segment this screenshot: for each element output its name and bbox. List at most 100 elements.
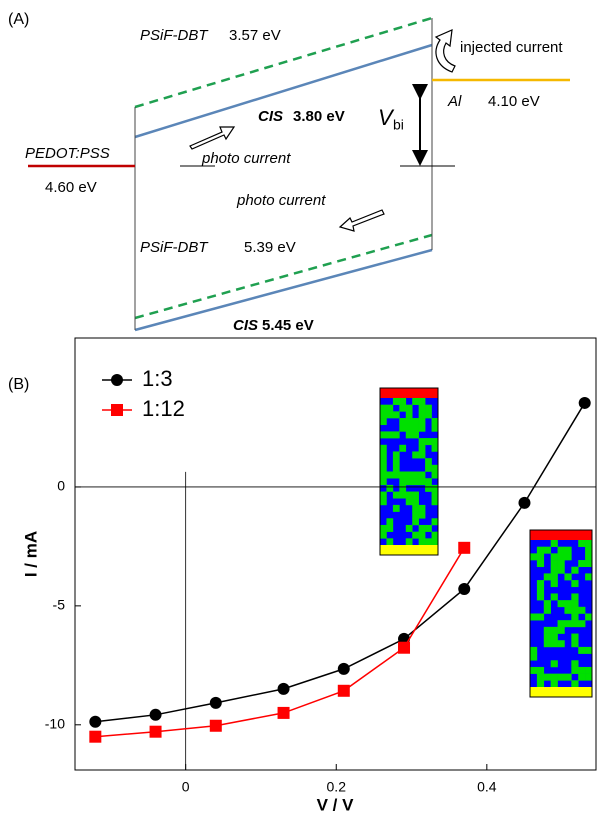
inset-cell: [392, 471, 400, 479]
inset-cell: [571, 680, 579, 688]
level-line: [134, 248, 433, 332]
inset-cell: [399, 444, 407, 452]
inset-cell: [412, 518, 419, 526]
material-label: PSiF-DBT: [140, 239, 209, 256]
y-tick-label: 0: [57, 478, 65, 494]
inset-cell: [412, 511, 419, 519]
inset-cell: [543, 673, 551, 681]
energy-diagram: (A) PSiF-DBT 3.57 eV CIS 3.80 eV Al 4.10…: [8, 11, 570, 334]
inset-cell: [557, 640, 565, 648]
energy-label: 5.45 eV: [262, 317, 314, 334]
marker: [337, 684, 350, 697]
inset-cell: [386, 431, 394, 439]
inset-cell: [380, 404, 387, 412]
injection-arrow: [434, 29, 456, 73]
inset-cell: [578, 646, 586, 654]
vbi-symbol: V: [378, 105, 395, 130]
inset-cell: [431, 491, 439, 499]
inset-cell: [380, 531, 387, 539]
inset-cell: [405, 491, 413, 499]
inset-cell: [578, 673, 586, 681]
inset-cell: [386, 538, 394, 546]
inset-cell: [557, 546, 565, 554]
y-tick-label: -10: [45, 716, 65, 732]
inset-cell: [431, 464, 439, 472]
inset-cell: [431, 498, 439, 506]
inset-cell: [536, 586, 545, 594]
legend-marker: [111, 404, 123, 416]
y-tick-label: -5: [53, 597, 66, 613]
inset-cell: [543, 640, 551, 648]
inset-cell: [399, 424, 407, 432]
level-line: [134, 16, 433, 109]
inset-cell: [380, 418, 387, 426]
inset-cell: [418, 451, 426, 459]
inset-cell: [412, 431, 419, 439]
inset-cell: [530, 613, 538, 621]
inset-cell: [536, 553, 545, 561]
inset-cell: [386, 518, 394, 526]
inset-cell: [571, 660, 579, 668]
inset-cell: [380, 451, 387, 459]
energy-label: 4.10 eV: [488, 93, 540, 110]
chart: (B) V / V I / mA 0 -5 -10 0 0.2 0.4 1:3 1:12: [8, 337, 597, 814]
inset-cell: [578, 560, 586, 568]
inset-cell: [543, 573, 551, 581]
inset-cell: [392, 398, 400, 405]
annotation: photo current: [236, 192, 326, 209]
inset-cell: [585, 666, 593, 674]
inset-cell: [585, 560, 593, 568]
level-line: [134, 233, 433, 320]
x-tick-label: 0.4: [477, 779, 497, 795]
inset-cell: [536, 560, 545, 568]
x-axis-label: V / V: [317, 795, 355, 814]
inset-cell: [418, 471, 426, 479]
inset-cell: [550, 680, 558, 688]
inset-cell: [431, 418, 439, 426]
inset-cell: [380, 431, 387, 439]
inset-cell: [536, 580, 545, 588]
material-label: CIS: [258, 108, 283, 125]
inset-cell: [550, 640, 558, 648]
inset-cell: [571, 640, 579, 648]
inset-cell: [425, 524, 432, 532]
inset-cell: [550, 560, 558, 568]
inset-cell: [380, 444, 387, 452]
inset-cell: [550, 580, 558, 588]
inset-cell: [571, 593, 579, 601]
inset-cell: [550, 553, 558, 561]
inset-cell: [536, 666, 545, 674]
inset-cell: [418, 531, 426, 539]
inset-cell: [536, 593, 545, 601]
vbi-subscript: bi: [393, 117, 404, 133]
inset-cell: [380, 524, 387, 532]
inset-cell: [578, 666, 586, 674]
inset-cell: [431, 531, 439, 539]
inset-cell: [405, 431, 413, 439]
marker: [458, 541, 471, 554]
inset-cell: [392, 491, 400, 499]
inset-cell: [392, 451, 400, 459]
marker: [277, 706, 290, 719]
inset-cell: [557, 566, 565, 574]
inset-cell: [399, 418, 407, 426]
legend-marker: [111, 374, 123, 386]
inset-cell: [418, 478, 426, 486]
inset-cell: [418, 444, 426, 452]
inset-cell: [564, 673, 572, 681]
plot-frame: [74, 337, 597, 771]
inset-cell: [571, 633, 579, 641]
inset-cell: [399, 404, 407, 412]
material-label: PEDOT:PSS: [25, 145, 110, 162]
inset-cell: [571, 606, 579, 614]
inset-cell: [412, 531, 419, 539]
inset-cell: [412, 418, 419, 426]
inset-cell: [564, 600, 572, 608]
inset-cell: [418, 511, 426, 519]
inset-cell: [399, 471, 407, 479]
inset-cell: [543, 546, 551, 554]
inset-cell: [412, 398, 419, 405]
energy-label: 3.80 eV: [293, 108, 345, 125]
level-line: [134, 43, 433, 139]
inset-cell: [425, 538, 432, 546]
